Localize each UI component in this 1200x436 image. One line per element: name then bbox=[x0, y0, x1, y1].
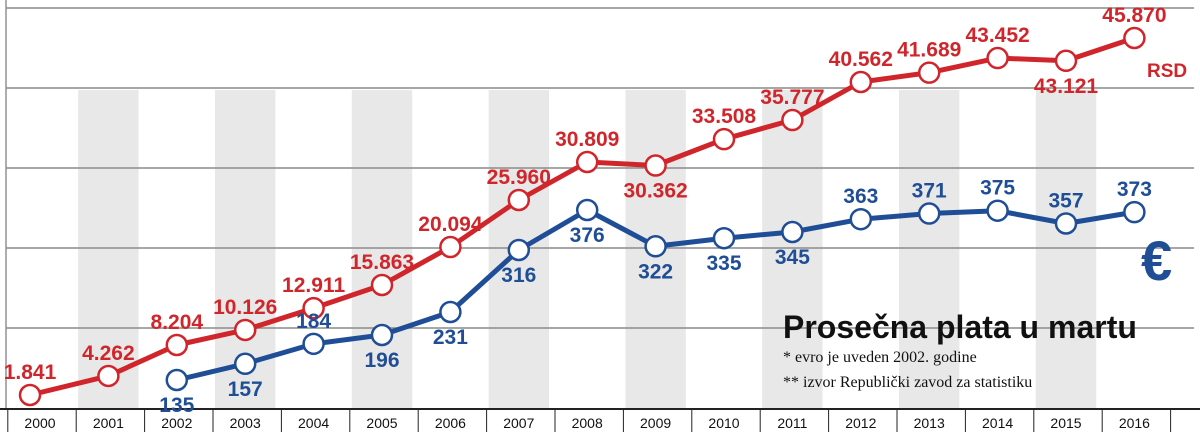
data-point-eur bbox=[849, 207, 873, 231]
data-label-rsd: 43.121 bbox=[1034, 75, 1099, 98]
data-label-rsd: 35.777 bbox=[760, 86, 824, 109]
x-tick-label: 2000 bbox=[24, 415, 55, 431]
data-label-rsd: 12.911 bbox=[282, 274, 345, 297]
data-label-eur: 335 bbox=[706, 252, 741, 275]
data-point-eur bbox=[507, 238, 531, 262]
data-point-eur bbox=[165, 368, 189, 392]
x-tick-label: 2004 bbox=[298, 415, 329, 431]
data-label-eur: 363 bbox=[843, 185, 878, 208]
x-tick-label: 2009 bbox=[640, 415, 671, 431]
data-label-rsd: 30.809 bbox=[555, 128, 619, 151]
data-label-eur: 184 bbox=[296, 310, 331, 333]
data-point-eur bbox=[712, 226, 736, 250]
year-band bbox=[351, 90, 413, 408]
data-label-rsd: 15.863 bbox=[350, 251, 414, 274]
data-point-eur bbox=[644, 235, 667, 258]
data-label-eur: 322 bbox=[638, 260, 673, 283]
data-point-eur bbox=[917, 202, 941, 225]
data-label-eur: 357 bbox=[1048, 189, 1083, 212]
data-point-rsd bbox=[781, 108, 804, 132]
data-label-rsd: 1.841 bbox=[4, 361, 57, 384]
data-label-rsd: 20.094 bbox=[418, 213, 483, 236]
x-tick-label: 2016 bbox=[1119, 415, 1150, 431]
data-label-eur: 135 bbox=[159, 394, 194, 417]
x-tick-label: 2014 bbox=[982, 415, 1013, 431]
x-tick-label: 2013 bbox=[914, 415, 945, 431]
data-point-rsd bbox=[507, 188, 531, 212]
data-point-eur bbox=[575, 198, 599, 222]
data-label-eur: 373 bbox=[1117, 178, 1152, 201]
data-label-rsd: 25.960 bbox=[487, 166, 551, 189]
data-point-rsd bbox=[644, 154, 667, 177]
data-label-eur: 371 bbox=[912, 180, 947, 203]
data-point-rsd bbox=[302, 296, 325, 320]
data-label-eur: 375 bbox=[980, 177, 1015, 200]
data-point-rsd bbox=[1054, 49, 1078, 73]
data-label-eur: 157 bbox=[228, 378, 263, 401]
series-points bbox=[18, 26, 1146, 407]
data-point-eur bbox=[1123, 200, 1146, 224]
data-point-rsd bbox=[370, 273, 394, 297]
data-point-rsd bbox=[97, 364, 120, 388]
data-label-eur: 376 bbox=[570, 224, 605, 247]
x-axis: 2000 2001 2002 2003 2004 2005 2006 2007 2008 2009… bbox=[0, 408, 1200, 432]
data-point-rsd bbox=[233, 318, 257, 342]
data-point-rsd bbox=[18, 383, 42, 407]
data-point-eur bbox=[1054, 212, 1078, 235]
year-band bbox=[762, 90, 823, 408]
data-label-eur: 345 bbox=[775, 246, 810, 269]
gridlines bbox=[5, 0, 1194, 410]
data-label-rsd: 40.562 bbox=[829, 48, 893, 71]
chart-title: Prosečna plata u martu bbox=[783, 309, 1137, 345]
year-band bbox=[899, 90, 960, 408]
data-point-eur bbox=[370, 323, 394, 347]
data-point-rsd bbox=[575, 150, 599, 174]
x-tick-label: 2007 bbox=[503, 415, 534, 431]
x-tick-label: 2011 bbox=[777, 415, 807, 431]
unit-label-rsd: RSD bbox=[1147, 61, 1187, 82]
data-point-eur bbox=[986, 199, 1009, 222]
data-label-rsd: 43.452 bbox=[965, 24, 1029, 47]
data-point-rsd bbox=[849, 70, 873, 94]
data-point-rsd bbox=[165, 333, 189, 357]
data-point-rsd bbox=[986, 46, 1009, 70]
footnote-euro: * evro je uveden 2002. godine bbox=[783, 349, 977, 366]
data-point-rsd bbox=[917, 61, 941, 84]
data-label-rsd: 10.126 bbox=[213, 296, 277, 319]
data-point-rsd bbox=[439, 235, 462, 259]
year-band bbox=[1035, 90, 1097, 408]
data-label-rsd: 4.262 bbox=[82, 342, 135, 365]
data-label-rsd: 41.689 bbox=[897, 39, 961, 62]
data-point-rsd bbox=[712, 127, 736, 151]
footnote-source: ** izvor Republički zavod za statistiku bbox=[783, 374, 1032, 391]
x-tick-label: 2002 bbox=[161, 415, 192, 431]
data-label-rsd: 30.362 bbox=[623, 180, 687, 203]
unit-label-eur: € bbox=[1141, 229, 1172, 292]
x-tick-label: 2005 bbox=[366, 415, 397, 431]
x-tick-label: 2015 bbox=[1050, 415, 1081, 431]
data-label-rsd: 45.870 bbox=[1102, 4, 1166, 27]
x-tick-label: 2006 bbox=[435, 415, 466, 431]
data-point-eur bbox=[439, 300, 462, 324]
data-label-eur: 196 bbox=[364, 349, 399, 372]
data-label-eur: 316 bbox=[501, 264, 536, 287]
year-band bbox=[78, 90, 139, 408]
x-tick-label: 2008 bbox=[572, 415, 603, 431]
x-tick-label: 2001 bbox=[93, 415, 124, 431]
x-tick-label: 2010 bbox=[708, 415, 739, 431]
data-point-rsd bbox=[1123, 26, 1146, 50]
data-point-eur bbox=[781, 220, 804, 244]
data-label-rsd: 8.204 bbox=[151, 311, 204, 334]
data-point-eur bbox=[233, 352, 257, 376]
x-tick-label: 2003 bbox=[230, 415, 261, 431]
data-label-rsd: 33.508 bbox=[692, 105, 757, 128]
data-label-eur: 231 bbox=[433, 326, 468, 349]
x-tick-label: 2012 bbox=[845, 415, 876, 431]
data-point-eur bbox=[302, 332, 325, 356]
